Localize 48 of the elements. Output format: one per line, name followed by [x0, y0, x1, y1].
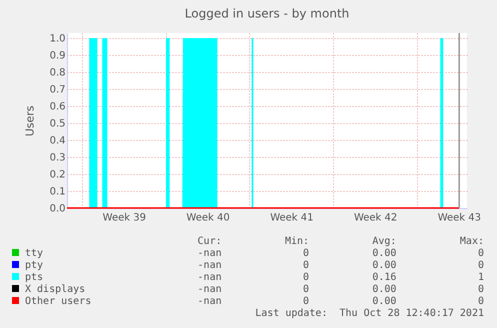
text: Last update: Thu Oct 28 12:40:17 2021	[254, 308, 484, 320]
legend-label: pts	[24, 272, 44, 284]
text: 0.00	[371, 260, 396, 272]
y-tick-label: 0.1	[50, 186, 66, 198]
x-tick-label: Week 42	[354, 212, 398, 224]
text: 0	[476, 296, 484, 308]
text: 0.16	[371, 272, 396, 284]
legend-label: pty	[24, 260, 44, 272]
text: -nan	[196, 296, 222, 308]
text: 0.00	[371, 284, 396, 296]
text: 0	[302, 260, 310, 272]
y-tick-label: 0.0	[50, 204, 66, 214]
y-tick-label: 0.4	[50, 136, 66, 147]
legend-label: tty	[24, 248, 44, 260]
y-tick-label: 0.2	[50, 170, 66, 181]
text: 0	[302, 296, 310, 308]
text: Max:	[458, 236, 484, 248]
text: 0	[476, 284, 484, 296]
text: 0.00	[371, 296, 396, 308]
y-tick-label: 0.5	[50, 118, 66, 130]
text: 0.00	[371, 248, 396, 260]
text: 0	[302, 284, 310, 296]
y-tick-label: 0.6	[50, 102, 66, 113]
x-tick-label: Week 40	[186, 212, 230, 224]
y-tick-label: 0.9	[50, 50, 66, 62]
legend-label: Other users	[24, 296, 92, 308]
text: -nan	[196, 248, 222, 260]
x-tick-label: Week 43	[438, 212, 482, 224]
text: -nan	[196, 272, 222, 284]
text: 0	[476, 248, 484, 260]
chart-title: Logged in users - by month	[184, 6, 350, 20]
y-tick-label: 0.7	[50, 84, 66, 96]
x-tick-label: Week 41	[270, 212, 314, 224]
text: 0	[302, 272, 310, 284]
text: Cur:	[196, 236, 222, 248]
x-tick-label: Week 39	[102, 212, 146, 224]
y-tick-label: 1.0	[50, 34, 66, 45]
text: 0	[302, 248, 310, 260]
text: -nan	[196, 260, 222, 272]
legend-label: X displays	[24, 284, 86, 296]
y-tick-label: 0.3	[50, 152, 66, 164]
text: 0	[476, 260, 484, 272]
text: Min:	[284, 236, 310, 248]
text: -nan	[196, 284, 222, 296]
text: 1	[476, 272, 484, 284]
y-axis-title: Users	[24, 105, 37, 136]
text: Avg:	[371, 236, 396, 248]
y-tick-label: 0.8	[50, 68, 66, 79]
